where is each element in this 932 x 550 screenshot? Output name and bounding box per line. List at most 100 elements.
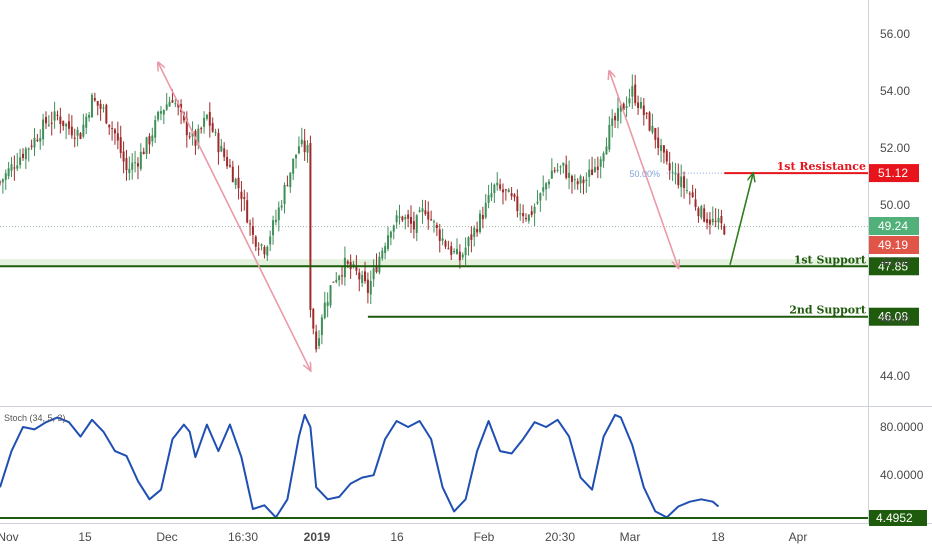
candle-body (628, 98, 631, 104)
candle-body (407, 214, 410, 219)
candle-body (295, 154, 298, 159)
candle-body (62, 120, 65, 127)
candle-body (639, 101, 642, 109)
candle-body (576, 181, 579, 185)
candle-body (10, 164, 13, 171)
candle-body (211, 123, 214, 132)
candle-body (251, 226, 254, 235)
candle-body (418, 210, 421, 212)
candle-body (542, 187, 545, 192)
candle-body (30, 145, 33, 147)
candle-body (614, 115, 617, 121)
candle-body (346, 261, 349, 264)
candle-body (530, 211, 533, 215)
candle-body (0, 181, 1, 183)
price-badge (869, 217, 919, 235)
candle-body (387, 235, 390, 249)
candle-body (375, 266, 378, 273)
candle-body (159, 111, 162, 114)
candle-body (562, 162, 565, 166)
x-tick-label: Mar (620, 530, 641, 544)
candle-body (246, 200, 249, 223)
candle-body (608, 124, 611, 150)
candle-body (481, 215, 484, 220)
candle-body (369, 280, 372, 295)
candle-body (671, 171, 674, 173)
candle-body (85, 116, 88, 128)
x-tick-label: 18 (711, 530, 725, 544)
candle-body (398, 216, 401, 218)
y-tick-label: 44.00 (880, 369, 910, 383)
candle-body (533, 206, 536, 214)
candle-body (277, 207, 280, 221)
candle-body (637, 102, 640, 108)
candle-body (358, 272, 361, 280)
candle-body (93, 97, 96, 101)
candle-body (200, 128, 203, 130)
level-badge (869, 307, 919, 326)
candle-body (412, 221, 415, 230)
candle-body (21, 153, 24, 158)
candle-body (73, 137, 76, 139)
candle-body (427, 211, 430, 220)
price-badge (869, 236, 919, 254)
candle-body (455, 248, 458, 254)
candle-body (352, 263, 355, 267)
candle-body (355, 265, 358, 271)
candle-body (438, 229, 441, 241)
candle-body (473, 227, 476, 237)
candle-body (361, 274, 364, 283)
candle-body (588, 169, 591, 177)
candle-body (188, 136, 191, 138)
candle-body (559, 166, 562, 168)
candle-body (642, 105, 645, 116)
level-badge-value: 47.85 (878, 259, 908, 273)
candle-body (297, 146, 300, 154)
x-tick-label: Feb (474, 530, 495, 544)
candle-body (501, 189, 504, 193)
candle-body (214, 131, 217, 133)
candle-body (657, 137, 660, 148)
candle-body (82, 124, 85, 137)
candle-body (593, 167, 596, 172)
candle-body (39, 137, 42, 142)
trend-arrow (729, 174, 753, 266)
candle-body (585, 179, 588, 181)
candle-body (151, 135, 154, 142)
candle-body (717, 217, 720, 223)
candle-body (309, 142, 312, 310)
candle-body (280, 205, 283, 208)
candle-body (703, 208, 706, 222)
candle-body (453, 250, 456, 253)
candle-body (223, 148, 226, 158)
candle-body (108, 124, 111, 128)
candle-body (139, 151, 142, 169)
y-tick-label: 46.00 (880, 312, 910, 326)
candle-body (134, 162, 137, 164)
candle-body (90, 94, 93, 118)
candle-body (162, 110, 165, 115)
candle-body (234, 178, 237, 186)
candle-body (504, 189, 507, 191)
candle-body (269, 236, 272, 245)
candle-body (527, 214, 530, 221)
candle-body (4, 173, 7, 180)
candle-body (165, 104, 168, 110)
candle-body (490, 193, 493, 198)
candle-body (599, 159, 602, 167)
candle-body (19, 157, 22, 165)
candle-body (329, 285, 332, 306)
candle-body (306, 145, 309, 153)
candle-body (421, 208, 424, 212)
candle-body (550, 170, 553, 179)
candle-body (392, 225, 395, 232)
candle-body (441, 238, 444, 241)
x-tick-label: 20:30 (545, 530, 575, 544)
candle-body (499, 184, 502, 189)
candle-body (404, 217, 407, 220)
candle-body (237, 177, 240, 189)
candle-body (685, 190, 688, 192)
candle-body (53, 111, 56, 121)
candle-body (665, 150, 668, 162)
x-tick-label: 15 (78, 530, 92, 544)
